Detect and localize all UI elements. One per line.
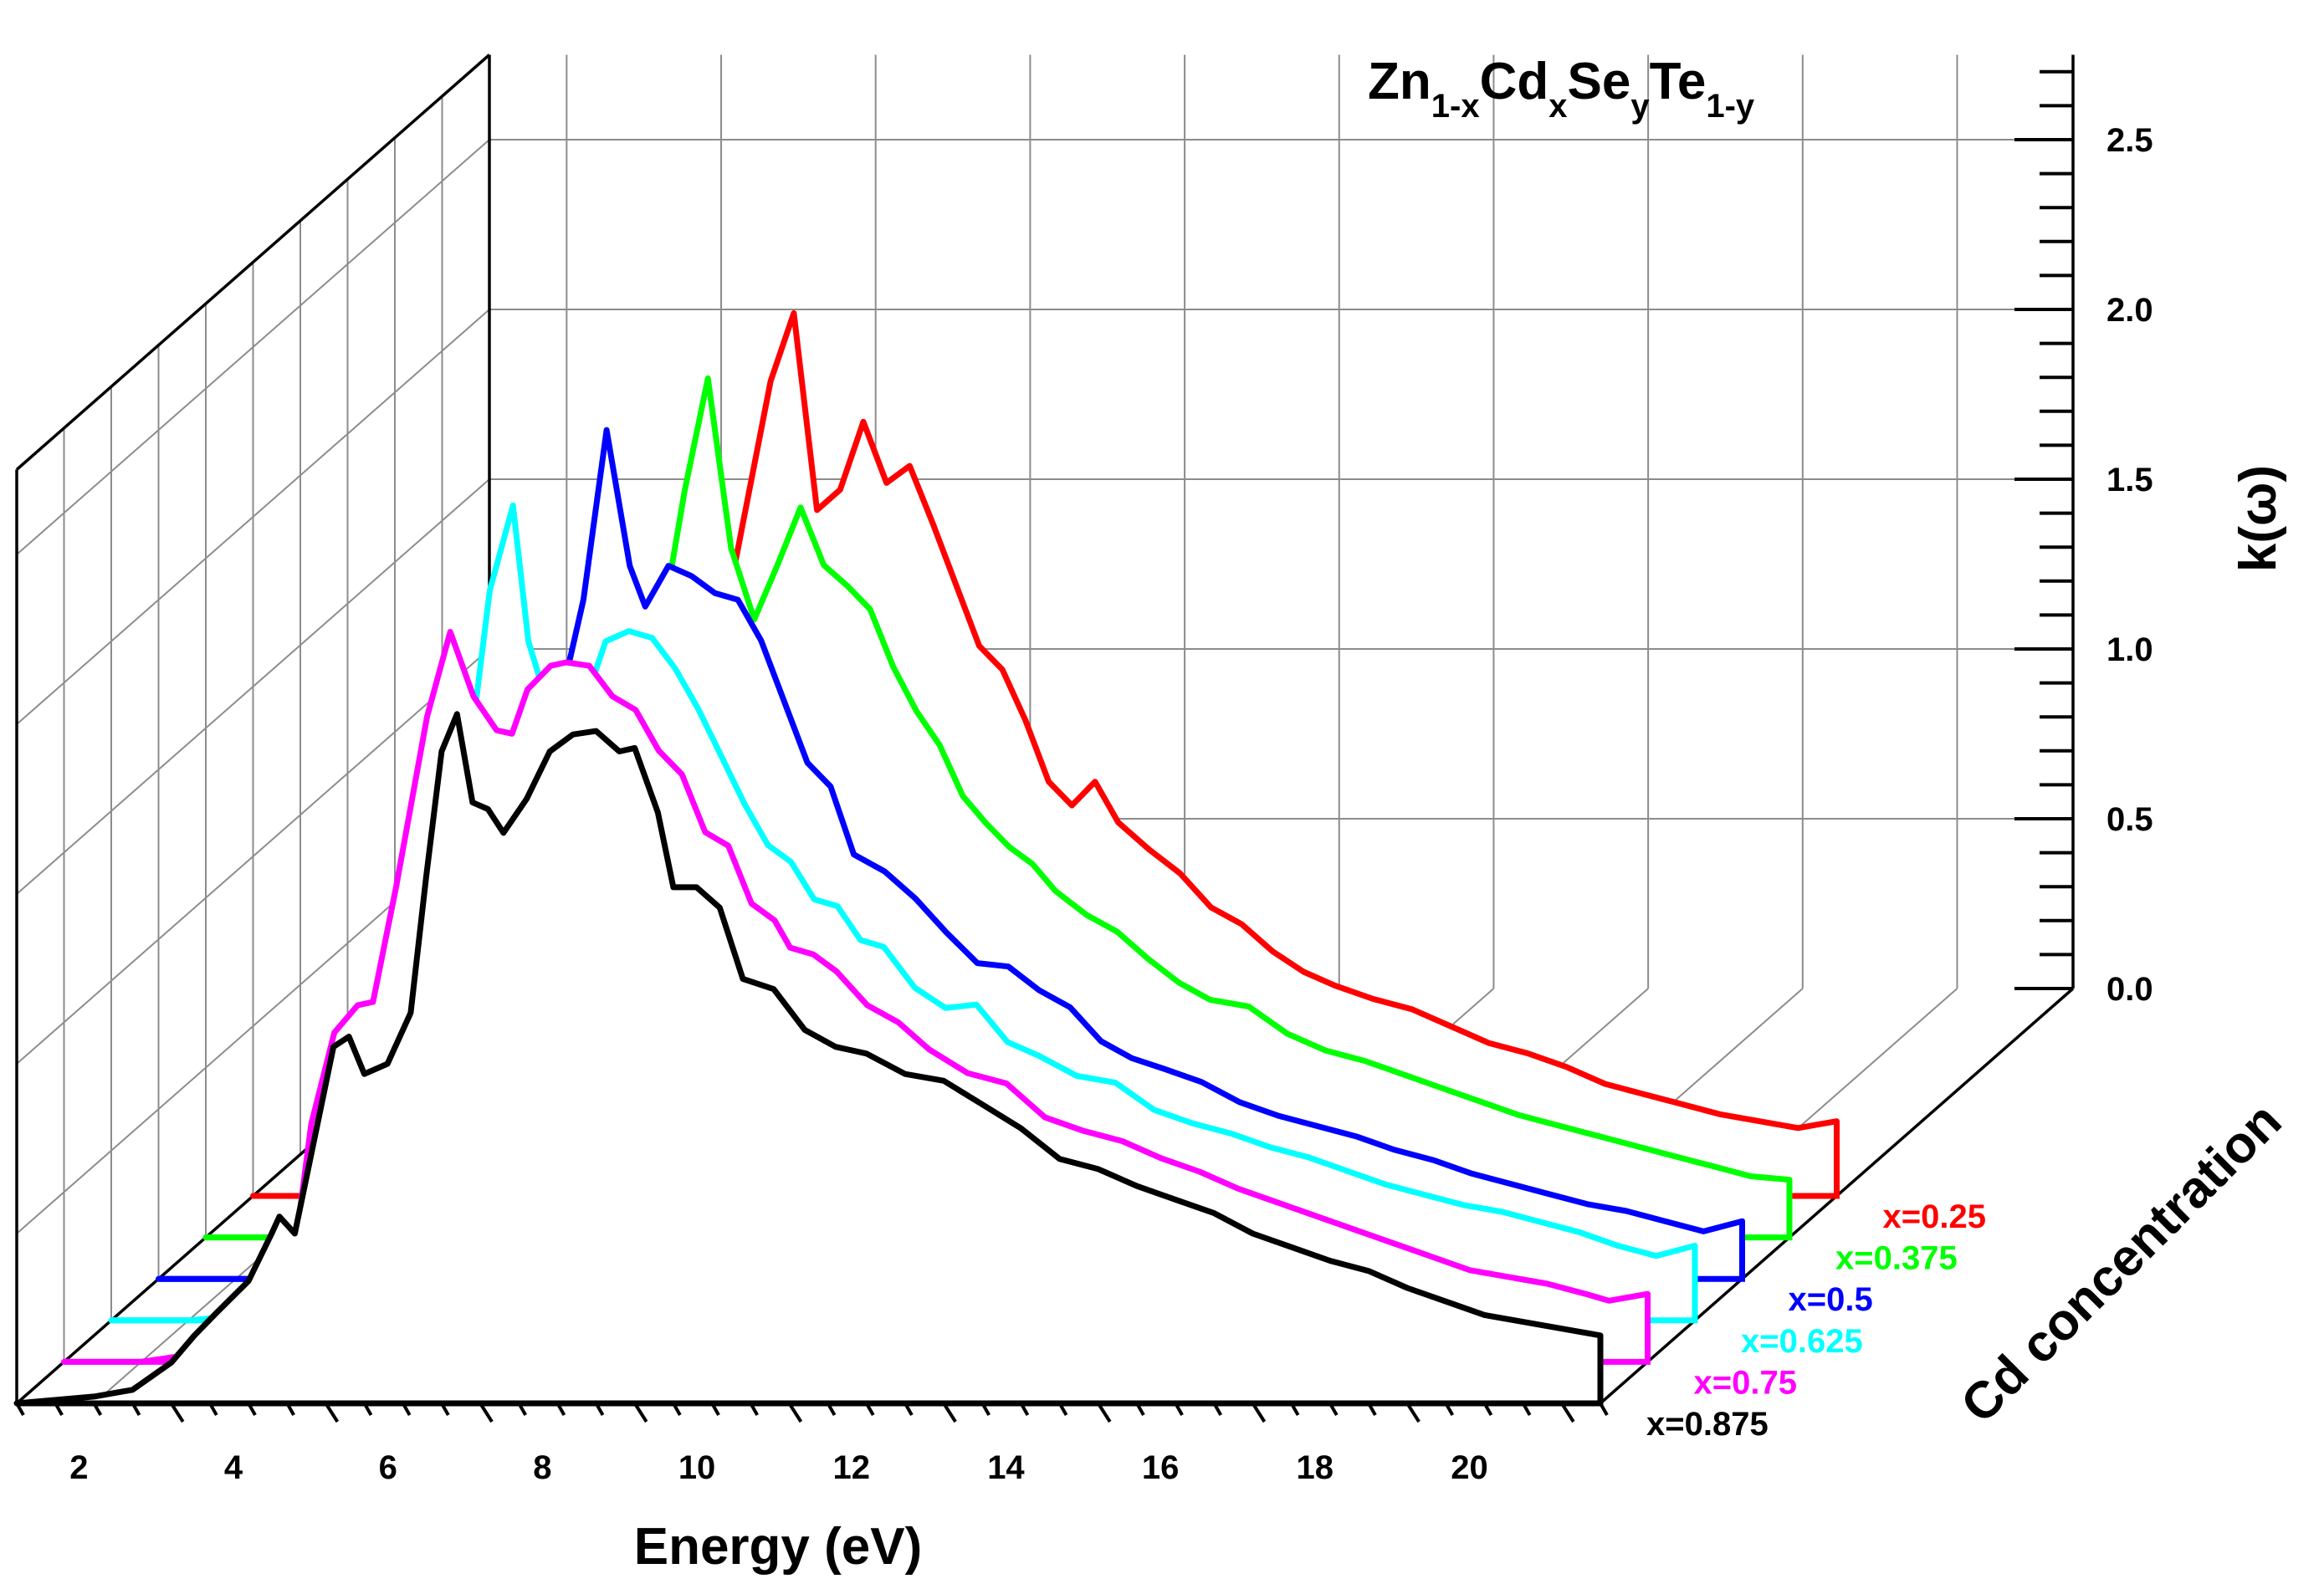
- x-tick-label: 8: [533, 1449, 551, 1486]
- chart-title: Zn1-xCdxSeyTe1-y: [1368, 53, 1755, 125]
- y-tick-label: 0.0: [2106, 971, 2153, 1008]
- y-tick-label: 0.5: [2106, 801, 2153, 838]
- series-label: x=0.875: [1646, 1406, 1769, 1443]
- grid-line: [16, 309, 490, 725]
- x-tick-label: 14: [987, 1449, 1025, 1486]
- x-tick: [285, 1403, 295, 1416]
- series-label: x=0.25: [1883, 1198, 1986, 1235]
- x-axis-label: Energy (eV): [634, 1518, 923, 1576]
- series-labels: x=0.25 x=0.375 x=0.5 x=0.625 x=0.75 x=0.875: [1646, 1198, 1986, 1443]
- x-tick: [1482, 1403, 1493, 1416]
- x-tick: [980, 1403, 991, 1416]
- series-label: x=0.75: [1694, 1364, 1797, 1401]
- grid-line: [16, 648, 490, 1065]
- grid-line: [16, 139, 490, 555]
- z-axis-label: Cd concentration: [1950, 1092, 2292, 1434]
- series-label: x=0.625: [1741, 1323, 1863, 1360]
- title-subscript: x: [1548, 88, 1567, 125]
- y-tick-label: 2.0: [2106, 292, 2153, 329]
- x-tick: [594, 1403, 605, 1416]
- x-tick-label: 2: [69, 1449, 88, 1486]
- x-tick: [1521, 1403, 1532, 1416]
- x-tick: [787, 1402, 803, 1423]
- title-subscript: 1-x: [1431, 88, 1480, 125]
- title-text: Te: [1650, 53, 1707, 110]
- x-tick: [1405, 1402, 1421, 1423]
- x-tick: [1599, 1403, 1609, 1416]
- series-label: x=0.5: [1789, 1281, 1873, 1318]
- y-tick-label: 1.0: [2106, 631, 2153, 668]
- x-tick: [1057, 1403, 1068, 1416]
- title-subscript: y: [1630, 88, 1650, 125]
- title-text: Cd: [1480, 53, 1549, 110]
- x-tick: [1135, 1403, 1145, 1416]
- x-tick: [1251, 1402, 1267, 1423]
- title-subscript: 1-y: [1706, 88, 1755, 125]
- x-tick: [440, 1403, 450, 1416]
- y-axis-label: k(ω): [2229, 465, 2287, 572]
- x-tick: [324, 1402, 340, 1423]
- x-tick: [247, 1403, 257, 1416]
- y-tick-label: 2.5: [2106, 122, 2153, 159]
- series-line: [13, 711, 1604, 1407]
- x-tick: [672, 1403, 682, 1416]
- x-tick-label: 20: [1451, 1449, 1488, 1486]
- x-tick: [1444, 1403, 1455, 1416]
- x-tick: [208, 1403, 218, 1416]
- x-tick: [749, 1403, 759, 1416]
- x-tick: [131, 1403, 141, 1416]
- x-tick: [826, 1403, 837, 1416]
- x-tick: [1289, 1403, 1300, 1416]
- x-tick: [92, 1403, 103, 1416]
- x-tick: [903, 1403, 914, 1416]
- x-tick-label: 16: [1142, 1449, 1180, 1486]
- x-tick: [479, 1402, 494, 1423]
- x-tick: [1212, 1403, 1223, 1416]
- x-tick: [401, 1403, 412, 1416]
- series-line: [61, 629, 1651, 1365]
- x-axis-ticks: 2 4 6 8 10 12 14 16 18 20: [15, 1402, 1609, 1486]
- x-tick: [15, 1403, 25, 1416]
- x-tick: [710, 1403, 720, 1416]
- x-tick: [169, 1402, 185, 1423]
- x-tick: [1328, 1403, 1339, 1416]
- x-tick: [517, 1403, 527, 1416]
- series-label: x=0.375: [1835, 1240, 1958, 1277]
- x-tick-label: 18: [1297, 1449, 1334, 1486]
- series-fill: [17, 713, 1600, 1403]
- x-tick-label: 12: [833, 1449, 871, 1486]
- x-tick-label: 10: [678, 1449, 716, 1486]
- x-tick: [1097, 1402, 1112, 1423]
- x-tick: [865, 1403, 875, 1416]
- x-tick: [1019, 1403, 1030, 1416]
- title-text: Se: [1567, 53, 1630, 110]
- x-tick: [555, 1403, 566, 1416]
- title-text: Zn: [1368, 53, 1431, 110]
- x-tick: [633, 1402, 648, 1423]
- y-axis-ticks: 0.0 0.5 1.0 1.5 2.0 2.5: [2014, 69, 2153, 1008]
- x-tick: [1560, 1402, 1575, 1423]
- x-tick: [362, 1403, 373, 1416]
- series-lines: [13, 309, 1840, 1407]
- x-tick-label: 4: [224, 1449, 243, 1486]
- left-wall-top-edge: [15, 54, 491, 471]
- x-tick: [942, 1402, 957, 1423]
- x-tick-label: 6: [379, 1449, 397, 1486]
- x-tick: [1174, 1403, 1184, 1416]
- y-tick-label: 1.5: [2106, 462, 2153, 498]
- grid-line: [16, 478, 490, 895]
- x-tick: [1367, 1403, 1377, 1416]
- x-tick: [54, 1403, 64, 1416]
